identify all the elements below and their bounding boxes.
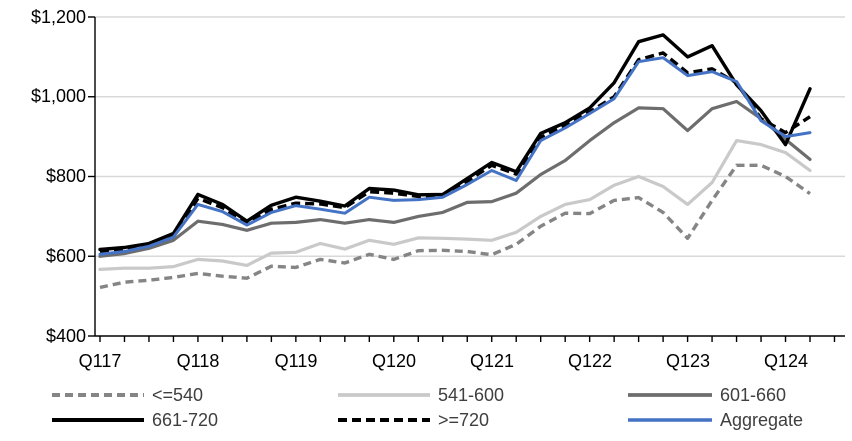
legend-label-601-660: 601-660 xyxy=(720,384,787,405)
legend-item-lte540: <=540 xyxy=(50,383,203,407)
y-axis-label-600: $600 xyxy=(45,246,86,266)
legend-label-gte720: >=720 xyxy=(438,409,490,430)
x-axis-label-q122: Q122 xyxy=(567,351,613,371)
x-axis-label-q121: Q121 xyxy=(469,351,515,371)
x-axis-label-q118: Q118 xyxy=(176,351,220,371)
y-axis-label-1000: $1,000 xyxy=(30,86,86,106)
x-axis-label-q123: Q123 xyxy=(665,351,711,371)
y-axis-label-1200: $1,200 xyxy=(30,7,86,27)
legend-swatch-601-660-icon xyxy=(628,393,712,397)
legend-label-lte540: <=540 xyxy=(152,384,204,405)
x-axis-label-q119: Q119 xyxy=(274,351,318,371)
legend-item-gte720: >=720 xyxy=(336,408,489,432)
legend-swatch-541-600-icon xyxy=(338,393,430,397)
legend-label-541-600: 541-600 xyxy=(438,384,505,405)
y-axis-label-400: $400 xyxy=(45,326,86,346)
legend-swatch-gte720-icon xyxy=(338,418,430,422)
legend-item-601-660: 601-660 xyxy=(626,383,786,407)
legend-swatch-aggregate-icon xyxy=(628,418,712,422)
x-axis-label-q117: Q117 xyxy=(78,351,122,371)
legend-item-661-720: 661-720 xyxy=(50,408,218,432)
legend-label-661-720: 661-720 xyxy=(152,409,219,430)
legend-swatch-661-720-icon xyxy=(52,418,144,422)
x-axis-label-q124: Q124 xyxy=(763,351,809,371)
x-axis-label-q120: Q120 xyxy=(371,351,417,371)
legend-item-aggregate: Aggregate xyxy=(626,408,803,432)
y-axis-label-800: $800 xyxy=(45,166,86,186)
legend-item-541-600: 541-600 xyxy=(336,383,504,407)
legend-swatch-lte540-icon xyxy=(52,393,144,397)
legend-label-aggregate: Aggregate xyxy=(720,409,804,430)
